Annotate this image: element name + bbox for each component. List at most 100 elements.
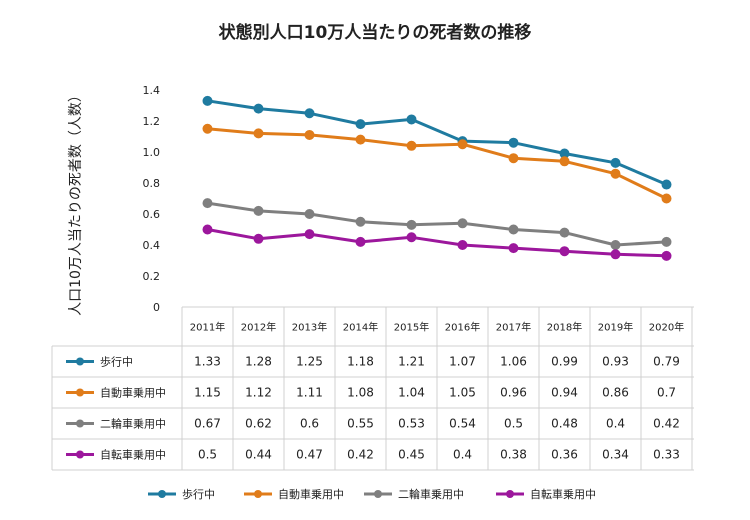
table-cell-value: 1.18 bbox=[347, 355, 374, 369]
table-cell-value: 1.04 bbox=[398, 386, 425, 400]
table-cell-value: 0.4 bbox=[453, 448, 472, 462]
data-point bbox=[355, 134, 366, 145]
data-point bbox=[202, 95, 213, 106]
data-point bbox=[355, 236, 366, 247]
data-point bbox=[610, 240, 621, 250]
table-cell-value: 1.06 bbox=[500, 355, 527, 369]
data-point bbox=[202, 224, 213, 235]
row-legend-marker bbox=[76, 357, 84, 366]
legend-marker bbox=[254, 490, 262, 498]
y-tick-label: 1.0 bbox=[143, 146, 161, 159]
table-cell-value: 0.38 bbox=[500, 448, 527, 462]
table-cell-value: 0.45 bbox=[398, 448, 425, 462]
table-cell-value: 0.44 bbox=[245, 448, 272, 462]
data-point bbox=[457, 139, 468, 150]
y-tick-label: 0.2 bbox=[143, 270, 161, 283]
category-label: 2020年 bbox=[649, 321, 684, 334]
row-series-name: 自動車乗用中 bbox=[100, 386, 166, 400]
legend-marker bbox=[506, 490, 514, 498]
category-label: 2011年 bbox=[190, 321, 225, 334]
category-label: 2018年 bbox=[547, 321, 582, 334]
category-label: 2019年 bbox=[598, 321, 633, 334]
data-point bbox=[406, 114, 417, 125]
table-cell-value: 0.79 bbox=[653, 355, 680, 369]
legend-label: 自動車乗用中 bbox=[278, 487, 344, 501]
table-cell-value: 0.62 bbox=[245, 417, 272, 431]
series-line bbox=[207, 228, 667, 258]
table-cell-value: 0.67 bbox=[194, 417, 221, 431]
data-point bbox=[559, 227, 570, 238]
legend-marker bbox=[374, 490, 382, 498]
series-line bbox=[207, 99, 668, 186]
series-line bbox=[207, 127, 668, 200]
row-legend-marker bbox=[76, 419, 84, 428]
table-cell-value: 1.15 bbox=[194, 386, 221, 400]
table-cell-value: 0.5 bbox=[198, 448, 217, 462]
row-legend-marker bbox=[76, 388, 84, 397]
series-lines bbox=[202, 95, 672, 261]
data-point bbox=[457, 240, 468, 250]
data-point bbox=[661, 193, 672, 204]
data-point bbox=[661, 250, 672, 261]
category-label: 2013年 bbox=[292, 321, 327, 334]
data-point bbox=[661, 236, 672, 247]
table-cell-value: 0.6 bbox=[300, 417, 319, 431]
y-tick-label: 0 bbox=[153, 301, 160, 314]
row-legend-marker bbox=[76, 450, 84, 459]
data-point bbox=[202, 198, 213, 209]
y-tick-label: 0.4 bbox=[143, 239, 161, 252]
category-label: 2017年 bbox=[496, 321, 531, 334]
series-line bbox=[207, 201, 667, 247]
data-point bbox=[610, 249, 621, 260]
row-series-name: 二輪車乗用中 bbox=[100, 417, 166, 431]
data-point bbox=[559, 156, 570, 167]
table-cell-value: 0.48 bbox=[551, 417, 578, 431]
legend-label: 二輪車乗用中 bbox=[398, 487, 464, 501]
category-label: 2012年 bbox=[241, 321, 276, 334]
data-point bbox=[355, 119, 366, 130]
table-cell-value: 1.08 bbox=[347, 386, 374, 400]
table-cell-value: 0.33 bbox=[653, 448, 680, 462]
y-axis-label: 人口10万人当たりの死者数（人数） bbox=[68, 88, 84, 316]
table-cell-value: 0.5 bbox=[504, 417, 523, 431]
y-tick-label: 1.2 bbox=[143, 115, 161, 128]
table-cell-value: 1.05 bbox=[449, 386, 476, 400]
table-cell-value: 0.54 bbox=[449, 417, 476, 431]
data-point bbox=[406, 232, 417, 243]
table-cell-value: 1.21 bbox=[398, 355, 425, 369]
table-cell-value: 1.12 bbox=[245, 386, 272, 400]
y-tick-label: 0.8 bbox=[143, 177, 161, 190]
y-tick-label: 1.4 bbox=[143, 84, 161, 97]
data-point bbox=[508, 137, 519, 148]
table-cell-value: 0.96 bbox=[500, 386, 527, 400]
category-label: 2016年 bbox=[445, 321, 480, 334]
y-tick-label: 0.6 bbox=[143, 208, 161, 221]
table-cell-value: 0.34 bbox=[602, 448, 629, 462]
category-label: 2014年 bbox=[343, 321, 378, 334]
legend-label: 歩行中 bbox=[182, 487, 215, 501]
data-point bbox=[304, 209, 315, 219]
chart-title: 状態別人口10万人当たりの死者数の推移 bbox=[219, 22, 532, 43]
table-cell-value: 1.28 bbox=[245, 355, 272, 369]
legend: 歩行中 自動車乗用中 二輪車乗用中 自転車乗用中 bbox=[148, 487, 596, 501]
table-cell-value: 1.07 bbox=[449, 355, 476, 369]
row-series-name: 歩行中 bbox=[100, 355, 133, 369]
table-cell-value: 0.86 bbox=[602, 386, 629, 400]
category-label: 2015年 bbox=[394, 321, 429, 334]
table-cell-value: 0.53 bbox=[398, 417, 425, 431]
data-point bbox=[253, 233, 264, 244]
table-cell-value: 0.42 bbox=[653, 417, 680, 431]
data-point bbox=[202, 123, 213, 134]
table-cell-value: 0.94 bbox=[551, 386, 578, 400]
table-cell-value: 0.36 bbox=[551, 448, 578, 462]
table-cell-value: 1.33 bbox=[194, 355, 221, 369]
data-point bbox=[508, 243, 519, 254]
data-point bbox=[355, 216, 366, 227]
data-point bbox=[610, 157, 621, 168]
data-point bbox=[253, 205, 264, 216]
data-point bbox=[253, 103, 264, 114]
table-cell-value: 0.55 bbox=[347, 417, 374, 431]
row-series-name: 自転車乗用中 bbox=[100, 448, 166, 462]
